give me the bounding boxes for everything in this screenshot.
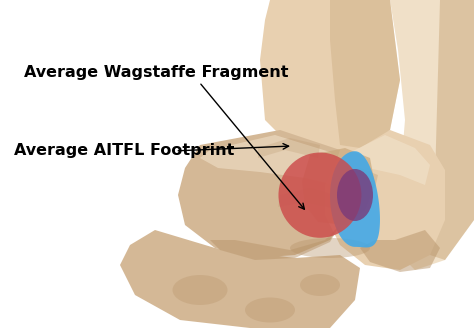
Polygon shape [210,225,340,260]
Ellipse shape [245,297,295,322]
Polygon shape [260,0,400,155]
Polygon shape [258,138,320,158]
Polygon shape [430,0,474,260]
Ellipse shape [337,169,373,221]
Text: Average AITFL Footprint: Average AITFL Footprint [14,143,235,158]
Ellipse shape [300,274,340,296]
Polygon shape [120,230,360,328]
Polygon shape [200,135,342,185]
Ellipse shape [290,238,370,258]
Polygon shape [340,135,430,185]
Polygon shape [390,0,474,270]
Ellipse shape [279,153,361,238]
Polygon shape [178,130,355,258]
Polygon shape [278,188,335,208]
Text: Average Wagstaffe Fragment: Average Wagstaffe Fragment [24,65,288,80]
Polygon shape [325,130,445,270]
Polygon shape [330,151,380,247]
Polygon shape [302,148,375,225]
Polygon shape [340,168,378,188]
Polygon shape [360,230,440,272]
Polygon shape [330,0,400,148]
Ellipse shape [173,275,228,305]
